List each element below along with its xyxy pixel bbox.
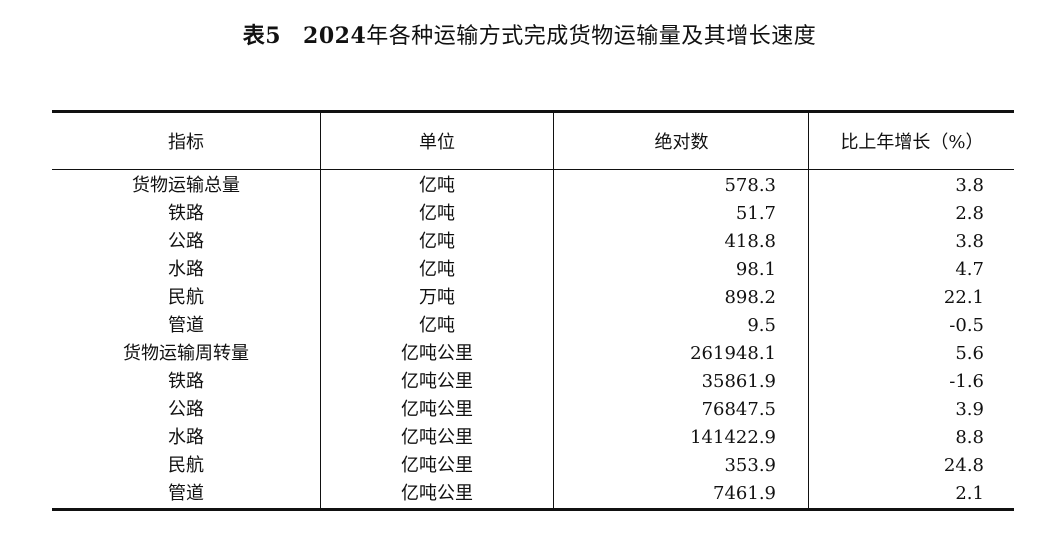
row-growth: 3.9 bbox=[808, 396, 1014, 424]
row-growth: -1.6 bbox=[808, 368, 1014, 396]
row-indicator: 公路 bbox=[168, 231, 204, 252]
row-growth: 2.8 bbox=[808, 200, 1014, 228]
title-text: 年各种运输方式完成货物运输量及其增长速度 bbox=[366, 24, 817, 49]
table-row: 水路 亿吨 98.1 4.7 bbox=[52, 256, 1014, 284]
row-growth: 22.1 bbox=[808, 284, 1014, 312]
row-absolute: 9.5 bbox=[553, 312, 809, 340]
table-row: 铁路 亿吨 51.7 2.8 bbox=[52, 200, 1014, 228]
table-row: 民航 万吨 898.2 22.1 bbox=[52, 284, 1014, 312]
row-unit: 亿吨 bbox=[320, 256, 554, 284]
row-indicator: 铁路 bbox=[168, 371, 204, 392]
row-unit: 万吨 bbox=[320, 284, 554, 312]
table-row: 货物运输总量 亿吨 578.3 3.8 bbox=[52, 169, 1014, 200]
table-row: 管道 亿吨 9.5 -0.5 bbox=[52, 312, 1014, 340]
row-absolute: 261948.1 bbox=[553, 340, 809, 368]
row-unit: 亿吨 bbox=[320, 228, 554, 256]
table-row: 管道 亿吨公里 7461.9 2.1 bbox=[52, 480, 1014, 511]
row-unit: 亿吨 bbox=[320, 312, 554, 340]
row-unit: 亿吨公里 bbox=[320, 396, 554, 424]
row-absolute: 578.3 bbox=[553, 169, 809, 200]
row-absolute: 51.7 bbox=[553, 200, 809, 228]
row-growth: 4.7 bbox=[808, 256, 1014, 284]
row-unit: 亿吨公里 bbox=[320, 452, 554, 480]
row-absolute: 418.8 bbox=[553, 228, 809, 256]
row-absolute: 76847.5 bbox=[553, 396, 809, 424]
row-growth: 2.1 bbox=[808, 480, 1014, 511]
table-title: 表5 2024年各种运输方式完成货物运输量及其增长速度 bbox=[0, 18, 1059, 50]
row-unit: 亿吨公里 bbox=[320, 480, 554, 511]
table-row: 货物运输周转量 亿吨公里 261948.1 5.6 bbox=[52, 340, 1014, 368]
row-absolute: 141422.9 bbox=[553, 424, 809, 452]
row-growth: 3.8 bbox=[808, 228, 1014, 256]
row-unit: 亿吨 bbox=[320, 200, 554, 228]
row-absolute: 35861.9 bbox=[553, 368, 809, 396]
header-row: 指标 单位 绝对数 比上年增长（%） bbox=[52, 110, 1014, 170]
table-row: 水路 亿吨公里 141422.9 8.8 bbox=[52, 424, 1014, 452]
row-unit: 亿吨公里 bbox=[320, 368, 554, 396]
row-indicator: 公路 bbox=[168, 399, 204, 420]
row-growth: 8.8 bbox=[808, 424, 1014, 452]
row-absolute: 898.2 bbox=[553, 284, 809, 312]
table-body: 货物运输总量 亿吨 578.3 3.8 铁路 亿吨 51.7 2.8 公路 亿吨 418.8 3.8 水… bbox=[52, 169, 1014, 511]
row-unit: 亿吨公里 bbox=[320, 424, 554, 452]
table-row: 公路 亿吨公里 76847.5 3.9 bbox=[52, 396, 1014, 424]
header-indicator: 指标 bbox=[52, 110, 321, 170]
row-growth: 24.8 bbox=[808, 452, 1014, 480]
row-absolute: 7461.9 bbox=[553, 480, 809, 511]
row-indicator: 民航 bbox=[168, 455, 204, 476]
table-number: 表5 bbox=[242, 23, 282, 49]
row-indicator: 铁路 bbox=[168, 203, 204, 224]
freight-table: 指标 单位 绝对数 比上年增长（%） 货物运输总量 亿吨 578.3 3.8 铁路 亿吨 5… bbox=[52, 110, 1014, 511]
header-absolute: 绝对数 bbox=[553, 110, 809, 170]
row-growth: 3.8 bbox=[808, 169, 1014, 200]
table-row: 民航 亿吨公里 353.9 24.8 bbox=[52, 452, 1014, 480]
row-indicator: 管道 bbox=[52, 480, 321, 511]
row-growth: -0.5 bbox=[808, 312, 1014, 340]
row-growth: 5.6 bbox=[808, 340, 1014, 368]
table-row: 公路 亿吨 418.8 3.8 bbox=[52, 228, 1014, 256]
row-indicator: 水路 bbox=[168, 427, 204, 448]
table-row: 铁路 亿吨公里 35861.9 -1.6 bbox=[52, 368, 1014, 396]
row-unit: 亿吨 bbox=[320, 169, 554, 200]
row-absolute: 353.9 bbox=[553, 452, 809, 480]
row-indicator: 管道 bbox=[168, 315, 204, 336]
row-indicator: 水路 bbox=[168, 259, 204, 280]
row-indicator: 民航 bbox=[168, 287, 204, 308]
title-year: 2024 bbox=[303, 23, 367, 49]
row-indicator: 货物运输周转量 bbox=[123, 343, 249, 364]
header-unit: 单位 bbox=[320, 110, 554, 170]
row-unit: 亿吨公里 bbox=[320, 340, 554, 368]
header-growth: 比上年增长（%） bbox=[808, 110, 1014, 170]
row-indicator: 货物运输总量 bbox=[132, 175, 240, 196]
row-absolute: 98.1 bbox=[553, 256, 809, 284]
